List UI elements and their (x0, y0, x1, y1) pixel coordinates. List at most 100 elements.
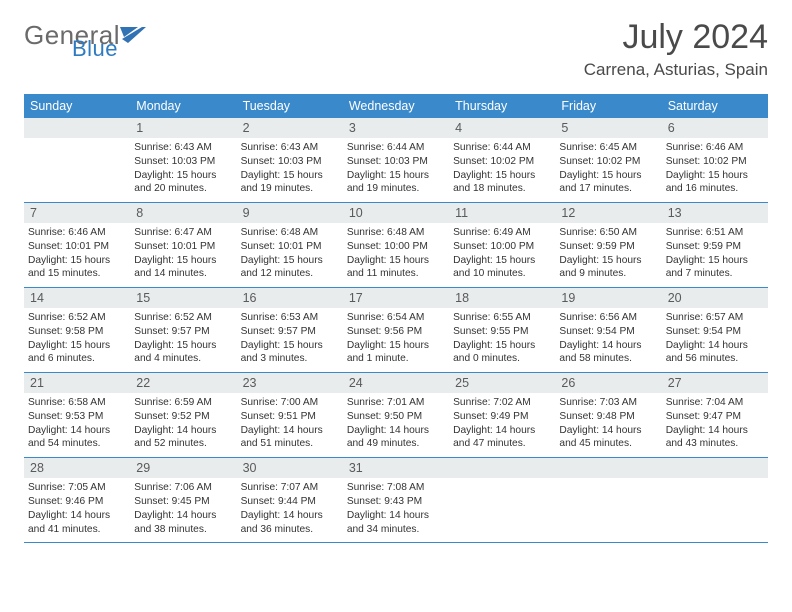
calendar-cell-11: 11Sunrise: 6:49 AMSunset: 10:00 PMDaylig… (449, 203, 555, 288)
day-details: Sunrise: 6:51 AMSunset: 9:59 PMDaylight:… (662, 223, 768, 287)
calendar-cell-20: 20Sunrise: 6:57 AMSunset: 9:54 PMDayligh… (662, 288, 768, 373)
day-number: 5 (555, 118, 661, 138)
day-details: Sunrise: 6:46 AMSunset: 10:01 PMDaylight… (24, 223, 130, 287)
day-details: Sunrise: 6:43 AMSunset: 10:03 PMDaylight… (130, 138, 236, 202)
day-text-empty (662, 478, 768, 542)
day-number: 21 (24, 373, 130, 393)
day-details: Sunrise: 6:52 AMSunset: 9:57 PMDaylight:… (130, 308, 236, 372)
day-details: Sunrise: 6:50 AMSunset: 9:59 PMDaylight:… (555, 223, 661, 287)
calendar-empty-cell (555, 458, 661, 543)
day-number: 25 (449, 373, 555, 393)
calendar-cell-24: 24Sunrise: 7:01 AMSunset: 9:50 PMDayligh… (343, 373, 449, 458)
calendar-cell-2: 2Sunrise: 6:43 AMSunset: 10:03 PMDayligh… (237, 118, 343, 203)
day-number: 16 (237, 288, 343, 308)
calendar-empty-cell (662, 458, 768, 543)
day-number: 31 (343, 458, 449, 478)
calendar-cell-18: 18Sunrise: 6:55 AMSunset: 9:55 PMDayligh… (449, 288, 555, 373)
day-header-monday: Monday (130, 94, 236, 118)
day-header-sunday: Sunday (24, 94, 130, 118)
calendar-cell-29: 29Sunrise: 7:06 AMSunset: 9:45 PMDayligh… (130, 458, 236, 543)
calendar-cell-6: 6Sunrise: 6:46 AMSunset: 10:02 PMDayligh… (662, 118, 768, 203)
day-number: 8 (130, 203, 236, 223)
calendar-cell-31: 31Sunrise: 7:08 AMSunset: 9:43 PMDayligh… (343, 458, 449, 543)
day-number: 14 (24, 288, 130, 308)
day-number-empty (24, 118, 130, 138)
day-number: 12 (555, 203, 661, 223)
calendar-cell-5: 5Sunrise: 6:45 AMSunset: 10:02 PMDayligh… (555, 118, 661, 203)
calendar-cell-4: 4Sunrise: 6:44 AMSunset: 10:02 PMDayligh… (449, 118, 555, 203)
day-number: 24 (343, 373, 449, 393)
location-subtitle: Carrena, Asturias, Spain (584, 60, 768, 80)
day-number: 2 (237, 118, 343, 138)
day-details: Sunrise: 6:55 AMSunset: 9:55 PMDaylight:… (449, 308, 555, 372)
day-details: Sunrise: 6:53 AMSunset: 9:57 PMDaylight:… (237, 308, 343, 372)
day-details: Sunrise: 6:57 AMSunset: 9:54 PMDaylight:… (662, 308, 768, 372)
day-number-empty (662, 458, 768, 478)
calendar-cell-30: 30Sunrise: 7:07 AMSunset: 9:44 PMDayligh… (237, 458, 343, 543)
day-details: Sunrise: 7:05 AMSunset: 9:46 PMDaylight:… (24, 478, 130, 542)
calendar-cell-13: 13Sunrise: 6:51 AMSunset: 9:59 PMDayligh… (662, 203, 768, 288)
day-header-tuesday: Tuesday (237, 94, 343, 118)
day-details: Sunrise: 6:43 AMSunset: 10:03 PMDaylight… (237, 138, 343, 202)
calendar-cell-9: 9Sunrise: 6:48 AMSunset: 10:01 PMDayligh… (237, 203, 343, 288)
day-number: 30 (237, 458, 343, 478)
day-number: 4 (449, 118, 555, 138)
day-number-empty (555, 458, 661, 478)
calendar-cell-23: 23Sunrise: 7:00 AMSunset: 9:51 PMDayligh… (237, 373, 343, 458)
day-number: 13 (662, 203, 768, 223)
day-header-thursday: Thursday (449, 94, 555, 118)
day-text-empty (555, 478, 661, 542)
day-details: Sunrise: 6:48 AMSunset: 10:00 PMDaylight… (343, 223, 449, 287)
day-details: Sunrise: 6:48 AMSunset: 10:01 PMDaylight… (237, 223, 343, 287)
day-details: Sunrise: 7:08 AMSunset: 9:43 PMDaylight:… (343, 478, 449, 542)
calendar-cell-22: 22Sunrise: 6:59 AMSunset: 9:52 PMDayligh… (130, 373, 236, 458)
title-block: July 2024 Carrena, Asturias, Spain (584, 20, 768, 80)
day-number: 27 (662, 373, 768, 393)
day-number: 20 (662, 288, 768, 308)
day-number: 9 (237, 203, 343, 223)
calendar-cell-7: 7Sunrise: 6:46 AMSunset: 10:01 PMDayligh… (24, 203, 130, 288)
calendar-cell-17: 17Sunrise: 6:54 AMSunset: 9:56 PMDayligh… (343, 288, 449, 373)
day-details: Sunrise: 6:46 AMSunset: 10:02 PMDaylight… (662, 138, 768, 202)
day-details: Sunrise: 6:52 AMSunset: 9:58 PMDaylight:… (24, 308, 130, 372)
calendar-cell-28: 28Sunrise: 7:05 AMSunset: 9:46 PMDayligh… (24, 458, 130, 543)
day-details: Sunrise: 7:04 AMSunset: 9:47 PMDaylight:… (662, 393, 768, 457)
day-details: Sunrise: 6:56 AMSunset: 9:54 PMDaylight:… (555, 308, 661, 372)
day-text-empty (449, 478, 555, 542)
day-number: 7 (24, 203, 130, 223)
day-number: 6 (662, 118, 768, 138)
day-details: Sunrise: 6:54 AMSunset: 9:56 PMDaylight:… (343, 308, 449, 372)
day-number-empty (449, 458, 555, 478)
day-details: Sunrise: 6:49 AMSunset: 10:00 PMDaylight… (449, 223, 555, 287)
header: General Blue July 2024 Carrena, Asturias… (24, 20, 768, 80)
calendar-cell-19: 19Sunrise: 6:56 AMSunset: 9:54 PMDayligh… (555, 288, 661, 373)
day-header-saturday: Saturday (662, 94, 768, 118)
calendar-cell-27: 27Sunrise: 7:04 AMSunset: 9:47 PMDayligh… (662, 373, 768, 458)
day-number: 3 (343, 118, 449, 138)
day-details: Sunrise: 6:59 AMSunset: 9:52 PMDaylight:… (130, 393, 236, 457)
day-details: Sunrise: 6:47 AMSunset: 10:01 PMDaylight… (130, 223, 236, 287)
logo-flag-icon (120, 27, 146, 47)
day-number: 28 (24, 458, 130, 478)
day-details: Sunrise: 7:03 AMSunset: 9:48 PMDaylight:… (555, 393, 661, 457)
day-details: Sunrise: 7:06 AMSunset: 9:45 PMDaylight:… (130, 478, 236, 542)
day-number: 19 (555, 288, 661, 308)
calendar-cell-26: 26Sunrise: 7:03 AMSunset: 9:48 PMDayligh… (555, 373, 661, 458)
day-number: 22 (130, 373, 236, 393)
day-details: Sunrise: 7:07 AMSunset: 9:44 PMDaylight:… (237, 478, 343, 542)
calendar-row: 21Sunrise: 6:58 AMSunset: 9:53 PMDayligh… (24, 373, 768, 458)
calendar-table: SundayMondayTuesdayWednesdayThursdayFrid… (24, 94, 768, 543)
calendar-cell-15: 15Sunrise: 6:52 AMSunset: 9:57 PMDayligh… (130, 288, 236, 373)
calendar-row: 1Sunrise: 6:43 AMSunset: 10:03 PMDayligh… (24, 118, 768, 203)
day-details: Sunrise: 7:02 AMSunset: 9:49 PMDaylight:… (449, 393, 555, 457)
calendar-cell-16: 16Sunrise: 6:53 AMSunset: 9:57 PMDayligh… (237, 288, 343, 373)
calendar-row: 14Sunrise: 6:52 AMSunset: 9:58 PMDayligh… (24, 288, 768, 373)
day-details: Sunrise: 7:00 AMSunset: 9:51 PMDaylight:… (237, 393, 343, 457)
logo-text-blue: Blue (72, 36, 118, 62)
day-number: 23 (237, 373, 343, 393)
calendar-row: 7Sunrise: 6:46 AMSunset: 10:01 PMDayligh… (24, 203, 768, 288)
calendar-body: 1Sunrise: 6:43 AMSunset: 10:03 PMDayligh… (24, 118, 768, 543)
day-details: Sunrise: 6:45 AMSunset: 10:02 PMDaylight… (555, 138, 661, 202)
day-number: 17 (343, 288, 449, 308)
day-details: Sunrise: 6:44 AMSunset: 10:03 PMDaylight… (343, 138, 449, 202)
